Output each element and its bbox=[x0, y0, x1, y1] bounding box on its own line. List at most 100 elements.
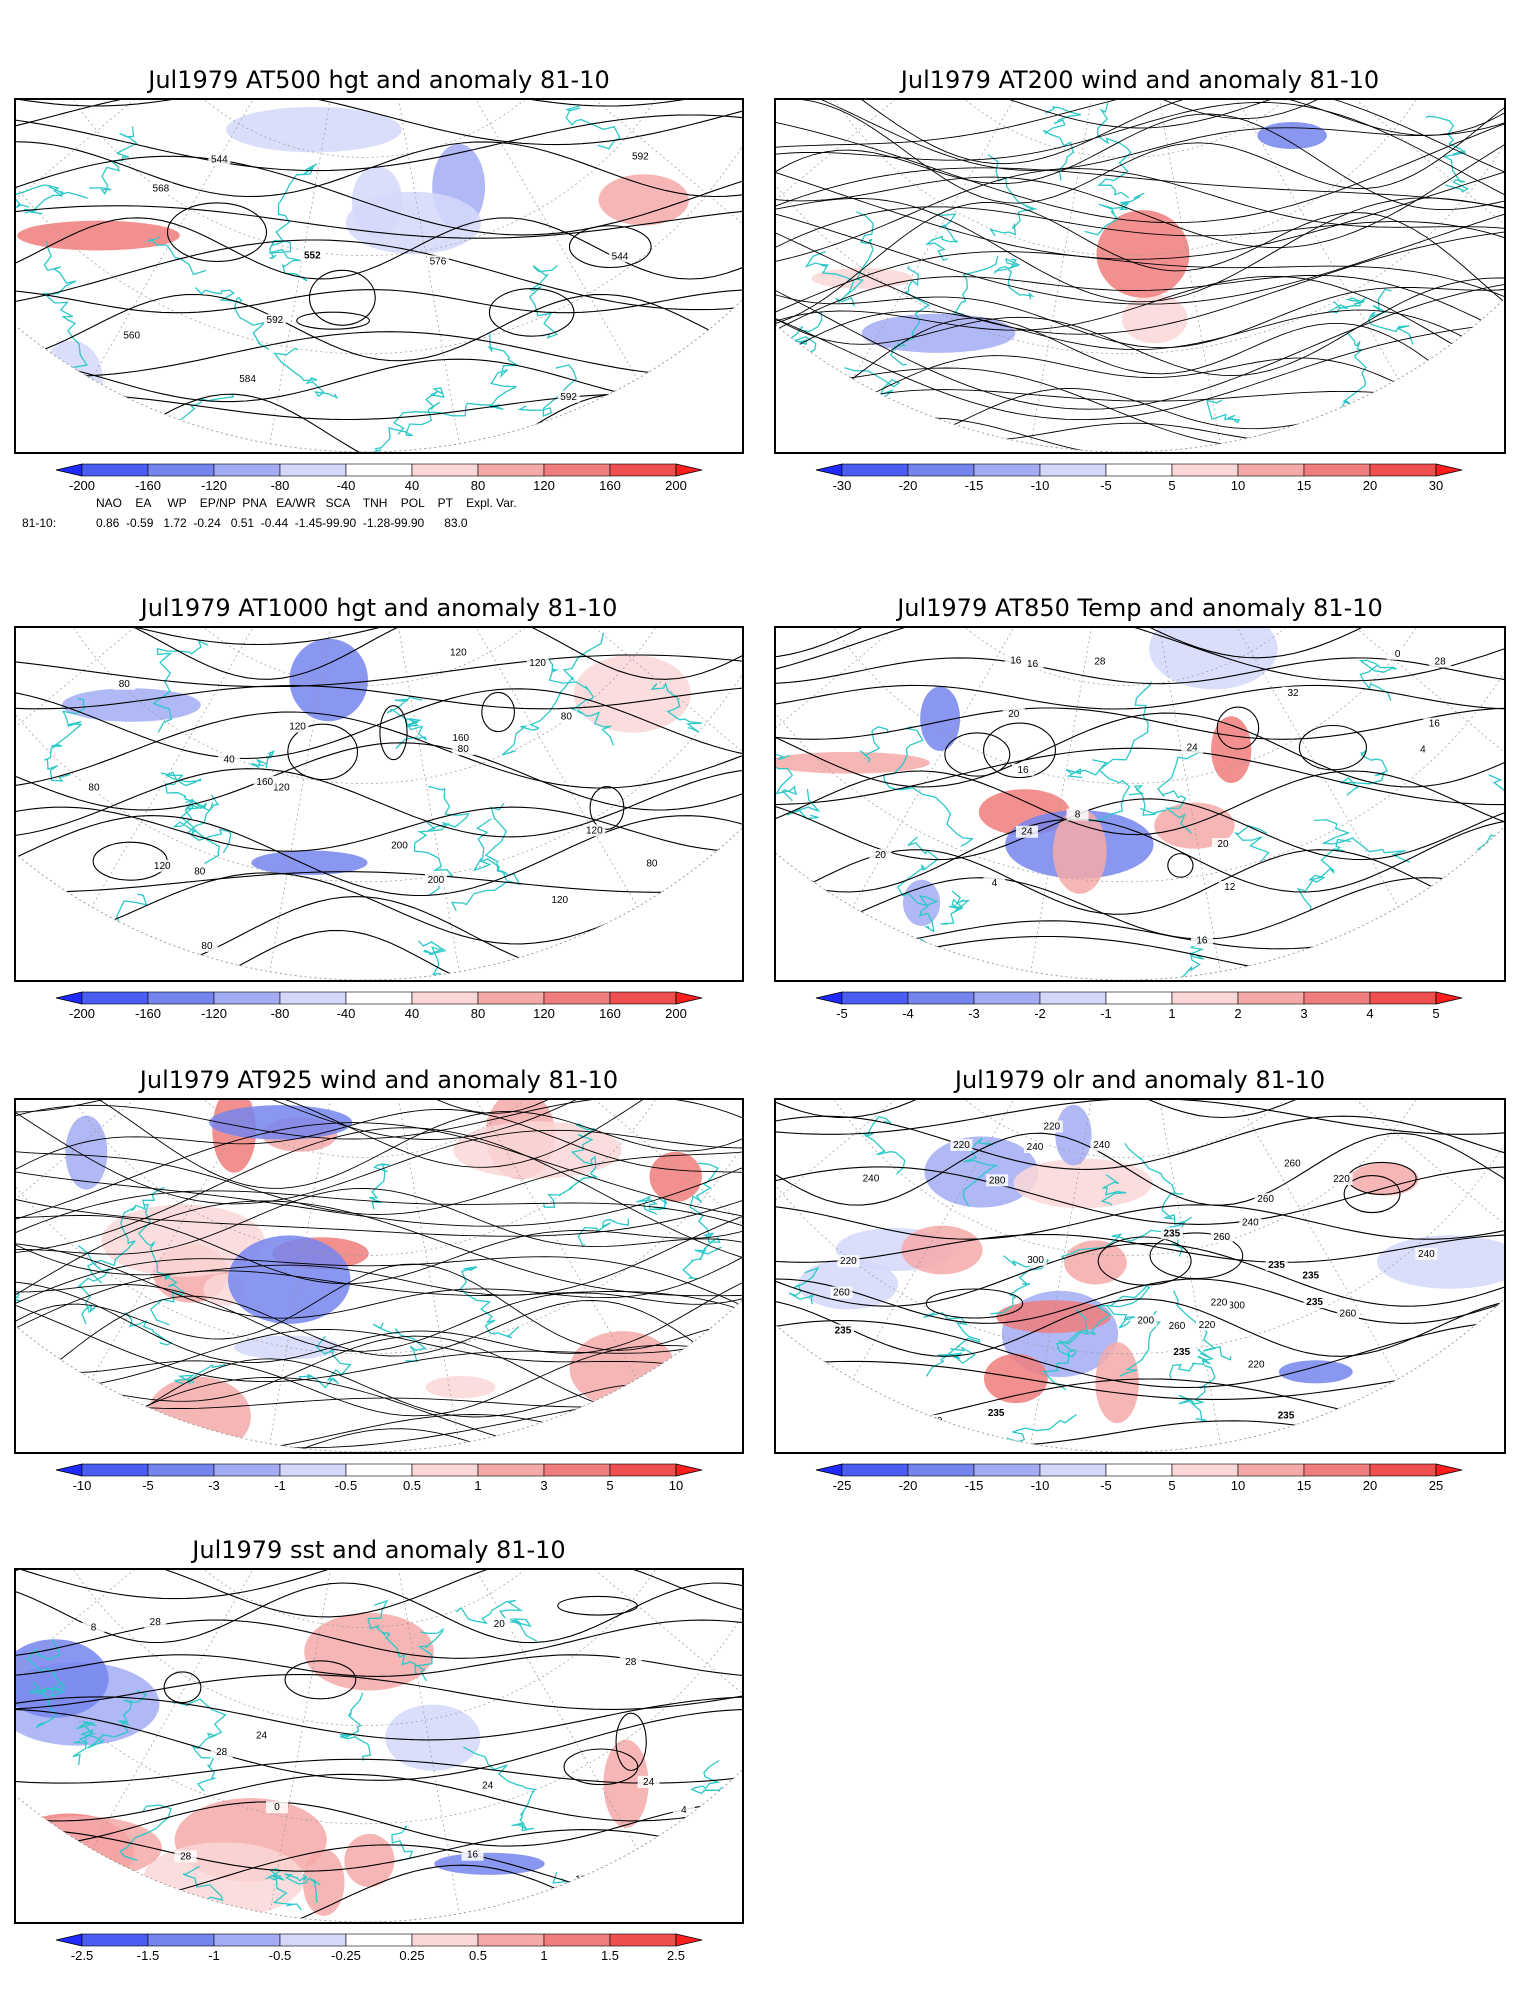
coastline bbox=[369, 1163, 390, 1210]
colorbar-tick-label: 5 bbox=[1168, 478, 1175, 493]
streamline bbox=[16, 1100, 742, 1140]
colorbar-swatch bbox=[1171, 463, 1239, 477]
anomaly-shading bbox=[569, 1331, 677, 1408]
contour-label: 260 bbox=[1284, 1159, 1301, 1170]
streamline bbox=[776, 197, 1504, 303]
colorbar-swatch bbox=[345, 1933, 413, 1947]
teleconnection-values: 0.86 -0.59 1.72 -0.24 0.51 -0.44 -1.45-9… bbox=[96, 516, 468, 530]
contour-label-bg bbox=[250, 1729, 273, 1742]
contour-line bbox=[16, 768, 742, 838]
streamline bbox=[16, 1122, 742, 1223]
coastline bbox=[1066, 759, 1108, 779]
contour-label-bg bbox=[1160, 1227, 1183, 1240]
coastline bbox=[73, 1720, 97, 1744]
colorbar-swatch bbox=[907, 991, 975, 1005]
contour-line bbox=[776, 747, 1504, 806]
colorbar-tick-label: -200 bbox=[69, 1006, 95, 1021]
colorbar-swatch bbox=[411, 991, 479, 1005]
colorbar-tick-label: -1 bbox=[274, 1478, 286, 1493]
streamline bbox=[776, 113, 1504, 211]
panel-p4: Jul1979 AT850 Temp and anomaly 81-10 20 1… bbox=[774, 590, 1506, 1030]
contour-label: 80 bbox=[561, 712, 573, 723]
contour-label: 260 bbox=[1340, 1308, 1357, 1319]
streamline bbox=[776, 286, 1504, 349]
colorbar-swatch bbox=[1237, 463, 1305, 477]
contour-label-bg bbox=[831, 1324, 854, 1337]
coastline bbox=[896, 836, 940, 933]
contour-label: 24 bbox=[256, 1731, 268, 1742]
coastline bbox=[23, 184, 64, 215]
colorbar-swatch bbox=[1171, 991, 1239, 1005]
panel-p6: Jul1979 olr and anomaly 81-10 260 235 200 2… bbox=[774, 1062, 1506, 1502]
contour-label: 552 bbox=[304, 251, 321, 262]
contour-label: 16 bbox=[1196, 935, 1208, 946]
streamline bbox=[16, 1328, 742, 1396]
contour-label-bg bbox=[583, 824, 606, 837]
anomaly-shading bbox=[1052, 808, 1107, 894]
colorbar-tick-label: -20 bbox=[899, 1478, 918, 1493]
colorbar-tick-label: -2.5 bbox=[71, 1948, 93, 1963]
contour-line bbox=[16, 1570, 742, 1600]
colorbar-swatch bbox=[1303, 1463, 1371, 1477]
colorbar-swatch bbox=[279, 1463, 347, 1477]
contour-line bbox=[284, 1660, 357, 1700]
coastline bbox=[1128, 785, 1167, 816]
anomaly-shading bbox=[1013, 1158, 1153, 1209]
colorbar-swatch bbox=[841, 991, 909, 1005]
colorbar-tick-label: 2 bbox=[1234, 1006, 1241, 1021]
contour-label-bg bbox=[1004, 654, 1027, 667]
colorbar-tick-label: 200 bbox=[665, 1006, 687, 1021]
contour-label-bg bbox=[1090, 1139, 1113, 1152]
coastline bbox=[172, 798, 214, 836]
contour-label-bg bbox=[985, 1407, 1008, 1420]
coastline bbox=[650, 681, 702, 733]
streamline bbox=[776, 436, 1504, 452]
contour-label-bg bbox=[286, 720, 309, 733]
contour-line bbox=[16, 289, 742, 314]
contour-line bbox=[16, 929, 742, 980]
coastline bbox=[119, 1804, 172, 1862]
coastline bbox=[859, 725, 889, 763]
contour-line bbox=[776, 684, 1504, 710]
anomaly-shading bbox=[924, 1136, 1039, 1208]
colorbar-swatch bbox=[609, 1463, 677, 1477]
streamline bbox=[16, 1188, 742, 1255]
colorbar-swatch bbox=[213, 991, 281, 1005]
streamline bbox=[776, 389, 1504, 429]
coastline bbox=[1105, 1285, 1151, 1329]
streamline bbox=[16, 1100, 742, 1168]
anomaly-shading bbox=[425, 1376, 496, 1399]
coastline bbox=[372, 1322, 427, 1362]
contour-label-bg bbox=[113, 677, 136, 690]
coastline bbox=[673, 1759, 732, 1837]
contour-line bbox=[776, 707, 1504, 740]
colorbar-swatch bbox=[411, 1933, 479, 1947]
coastline bbox=[152, 639, 209, 733]
colorbar-tick-label: 160 bbox=[599, 478, 621, 493]
contour-line bbox=[776, 1166, 1504, 1225]
anomaly-shading bbox=[901, 1225, 983, 1275]
contour-line bbox=[16, 1696, 742, 1741]
contour-label-bg bbox=[1254, 1193, 1277, 1206]
streamline bbox=[16, 1284, 742, 1352]
map-area: 20 16 4 0 4 8 12 16 20 24 28 16 24 16 32 28 24 20 16 16 bbox=[774, 626, 1506, 982]
contour-label: 80 bbox=[194, 867, 206, 878]
colorbar-swatch bbox=[675, 991, 703, 1005]
streamline bbox=[776, 168, 1504, 260]
anomaly-shading bbox=[920, 686, 961, 752]
streamline bbox=[776, 309, 1504, 366]
panel-p5: Jul1979 AT925 wind and anomaly 81-10 -10… bbox=[14, 1062, 744, 1502]
contour-label: 28 bbox=[1094, 657, 1106, 668]
contour-label-bg bbox=[1088, 655, 1111, 668]
colorbar-tick-label: 1 bbox=[1168, 1006, 1175, 1021]
contour-label: 584 bbox=[239, 374, 256, 385]
contour-line bbox=[16, 871, 742, 893]
contour-line bbox=[776, 1319, 1504, 1389]
colorbar-swatch bbox=[841, 463, 909, 477]
coastline bbox=[882, 726, 975, 847]
contour-label: 24 bbox=[482, 1780, 494, 1791]
coastline bbox=[1367, 288, 1414, 345]
contour-line bbox=[16, 1829, 742, 1872]
coastline bbox=[501, 632, 605, 756]
contour-label: 16 bbox=[467, 1850, 479, 1861]
